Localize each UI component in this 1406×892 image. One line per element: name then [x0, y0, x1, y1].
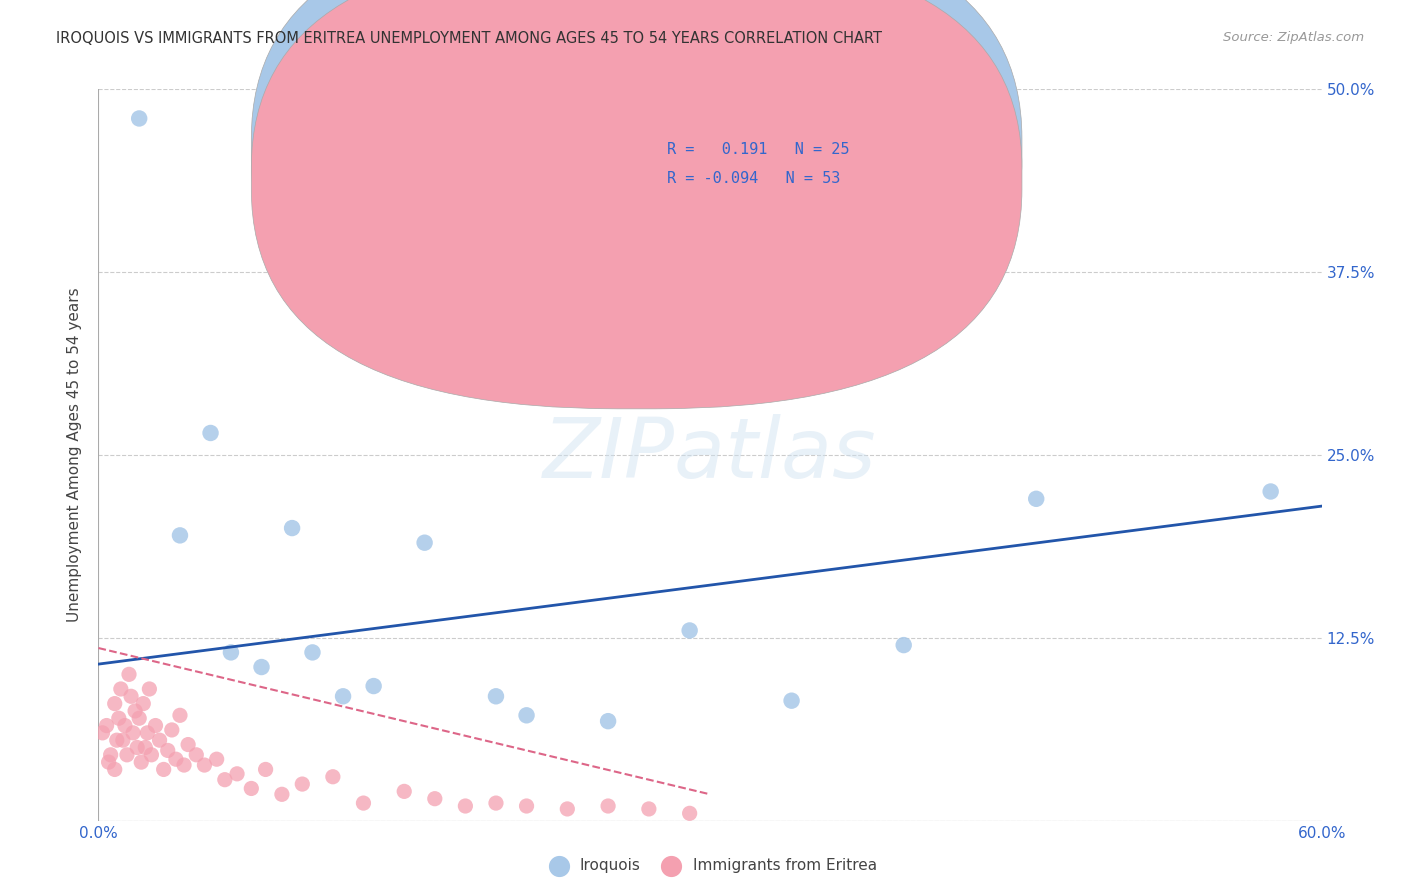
Point: [149, 733, 172, 747]
Point: [118, 667, 141, 681]
Point: [555, 802, 579, 816]
Point: [97, 755, 120, 769]
Point: [193, 758, 215, 772]
Point: [128, 112, 150, 126]
Point: [128, 711, 150, 725]
Point: [124, 704, 146, 718]
FancyBboxPatch shape: [600, 126, 912, 202]
Point: [281, 521, 304, 535]
Point: [454, 799, 477, 814]
Point: [186, 747, 208, 762]
Point: [173, 758, 195, 772]
Point: [111, 733, 134, 747]
Point: [226, 767, 249, 781]
Point: [108, 711, 131, 725]
Point: [141, 747, 163, 762]
FancyBboxPatch shape: [252, 0, 1022, 409]
Point: [152, 763, 174, 777]
Point: [160, 723, 183, 737]
Text: R = -0.094   N = 53: R = -0.094 N = 53: [668, 171, 841, 186]
Text: R =   0.191   N = 25: R = 0.191 N = 25: [668, 142, 849, 157]
Point: [392, 784, 416, 798]
Point: [105, 733, 128, 747]
Point: [679, 806, 702, 821]
Legend: Iroquois, Immigrants from Eritrea: Iroquois, Immigrants from Eritrea: [537, 852, 883, 879]
Point: [134, 740, 156, 755]
Point: [169, 708, 191, 723]
Point: [598, 714, 620, 728]
Point: [145, 718, 167, 732]
Point: [363, 679, 385, 693]
Point: [114, 718, 136, 732]
Point: [115, 747, 138, 762]
FancyBboxPatch shape: [252, 0, 1022, 380]
Point: [200, 425, 222, 440]
Point: [91, 726, 114, 740]
Point: [122, 726, 145, 740]
Point: [169, 528, 191, 542]
Point: [219, 645, 242, 659]
Point: [254, 763, 277, 777]
Point: [301, 645, 323, 659]
Point: [214, 772, 236, 787]
Point: [136, 726, 159, 740]
Point: [120, 690, 142, 704]
Point: [413, 535, 436, 549]
Point: [423, 791, 446, 805]
Point: [129, 755, 152, 769]
Point: [332, 690, 354, 704]
Point: [165, 752, 187, 766]
Point: [132, 697, 155, 711]
Point: [138, 681, 160, 696]
Point: [598, 799, 620, 814]
Point: [516, 799, 538, 814]
Point: [96, 718, 118, 732]
Point: [104, 763, 127, 777]
Text: ZIPatlas: ZIPatlas: [543, 415, 877, 495]
Point: [291, 777, 314, 791]
Point: [893, 638, 915, 652]
Point: [516, 708, 538, 723]
Point: [240, 781, 263, 796]
Point: [679, 624, 702, 638]
Point: [485, 796, 508, 810]
Point: [444, 345, 467, 359]
Y-axis label: Unemployment Among Ages 45 to 54 years: Unemployment Among Ages 45 to 54 years: [67, 287, 83, 623]
Point: [780, 694, 803, 708]
Text: IROQUOIS VS IMMIGRANTS FROM ERITREA UNEMPLOYMENT AMONG AGES 45 TO 54 YEARS CORRE: IROQUOIS VS IMMIGRANTS FROM ERITREA UNEM…: [56, 31, 882, 46]
Point: [1025, 491, 1047, 506]
Point: [127, 740, 149, 755]
Point: [110, 681, 132, 696]
Point: [270, 787, 294, 801]
Point: [1260, 484, 1282, 499]
Point: [100, 747, 122, 762]
Point: [104, 697, 127, 711]
Point: [485, 690, 508, 704]
Point: [250, 660, 273, 674]
Point: [322, 770, 344, 784]
Point: [156, 743, 179, 757]
Text: Source: ZipAtlas.com: Source: ZipAtlas.com: [1223, 31, 1364, 45]
Point: [637, 802, 661, 816]
Point: [177, 738, 200, 752]
Point: [205, 752, 228, 766]
Point: [352, 796, 374, 810]
